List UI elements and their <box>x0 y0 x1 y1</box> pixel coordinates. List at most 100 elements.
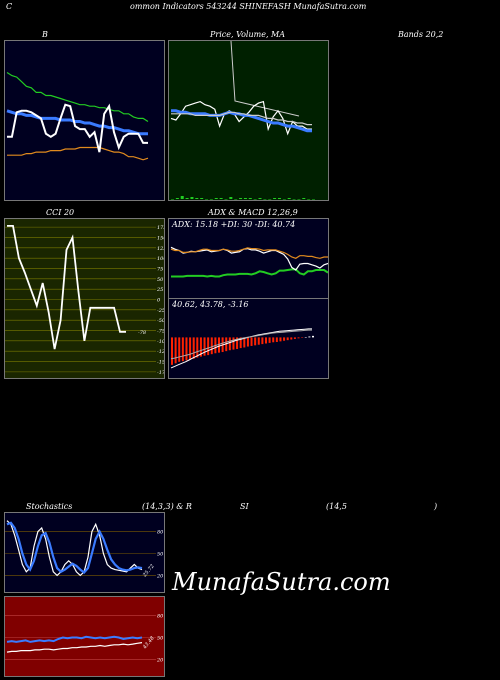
rsi-series-mfi <box>6 635 143 643</box>
header-title-left: C <box>6 2 13 11</box>
macd-histogram-bar <box>210 337 213 355</box>
volume-bar <box>243 198 247 199</box>
volume-bar <box>282 199 286 200</box>
stoch-panel: 80 50 20 25.72 <box>4 512 165 593</box>
rsi-panel: 80 50 20 43.48 <box>4 596 165 677</box>
rsi-tick-label: 80 <box>157 614 164 620</box>
cci-tick-label: -150 <box>157 360 165 366</box>
macd-histogram-bar <box>236 337 239 349</box>
macd-histogram-bar <box>250 337 253 346</box>
cci-tick-label: 175 <box>157 225 165 231</box>
cci-tick-label: 150 <box>157 235 165 241</box>
macd-readout: 40.62, 43.78, -3.16 <box>172 300 249 309</box>
macd-histogram-bar <box>243 337 246 348</box>
rsi-tick-label: 20 <box>156 657 164 663</box>
cci-tick-label: 75 <box>157 266 163 272</box>
brand-watermark: MunafaSutra.com <box>172 568 391 596</box>
cci-series-cci <box>7 225 126 350</box>
macd-histogram-bar <box>228 337 231 351</box>
cci-title: CCI 20 <box>46 208 75 217</box>
rsi-params: (14,5 <box>326 502 347 511</box>
bollinger-series-upper <box>6 71 149 123</box>
stoch-last-label: 25.72 <box>141 563 155 579</box>
volume-bar <box>302 198 306 199</box>
volume-bar <box>175 198 179 199</box>
macd-histogram-bar <box>301 337 304 338</box>
macd-histogram-bar <box>275 337 278 342</box>
cci-tick-label: -25 <box>157 308 165 314</box>
macd-histogram-bar <box>257 337 260 345</box>
adx-chart <box>170 246 328 278</box>
cci-tick-label: 25 <box>156 287 163 293</box>
macd-histogram-bar <box>171 337 173 365</box>
volume-bar <box>171 199 174 200</box>
stoch-tick-label: 20 <box>156 573 164 579</box>
volume-bar <box>224 199 228 200</box>
volume-bar <box>214 198 218 199</box>
price-spike-line <box>230 41 300 117</box>
macd-histogram-bar <box>207 337 210 356</box>
adx-series-minus_di <box>170 246 328 271</box>
price-series-ma_long <box>171 111 312 126</box>
macd-histogram-bar <box>308 336 311 338</box>
rsi-paren: ) <box>434 502 438 511</box>
volume-bar <box>273 198 277 199</box>
volume-bar <box>263 199 267 200</box>
adx-series-plus_di <box>171 268 328 278</box>
cci-tick-label: -125 <box>157 349 165 355</box>
volume-bar <box>258 198 262 199</box>
bb-title: B <box>42 30 48 39</box>
volume-bar <box>287 198 291 199</box>
stoch-title: Stochastics <box>26 502 73 511</box>
adx-title: ADX & MACD 12,26,9 <box>208 208 298 217</box>
cci-tick-label: -50 <box>157 318 165 324</box>
macd-histogram-bar <box>218 337 220 353</box>
macd-histogram-bar <box>283 337 286 341</box>
macd-histogram-bar <box>261 337 264 345</box>
cci-tick-label: 0 <box>157 298 161 304</box>
bollinger-series-price <box>7 103 148 153</box>
macd-histogram-bar <box>174 337 177 364</box>
macd-histogram-bar <box>199 337 202 357</box>
macd-histogram-bar <box>178 337 181 362</box>
adx-readout: ADX: 15.18 +DI: 30 -DI: 40.74 <box>172 220 296 229</box>
volume-bar <box>185 198 189 199</box>
rsi-tick-label: 50 <box>157 636 164 642</box>
cci-tick-label: -175 <box>157 370 165 376</box>
volume-bar <box>180 196 184 199</box>
volume-bar <box>268 199 272 200</box>
cci-last-label: -78 <box>138 330 146 336</box>
volume-bar <box>292 199 296 200</box>
volume-bar <box>253 199 257 200</box>
rsi-title: SI <box>240 502 249 511</box>
cci-tick-label: -100 <box>157 339 165 345</box>
price-series-price <box>170 100 312 136</box>
macd-histogram-bar <box>203 337 206 356</box>
volume-bar <box>307 199 311 200</box>
bollinger-series-lower <box>7 146 149 161</box>
macd-histogram-bar <box>254 337 257 346</box>
macd-series-macd <box>170 328 312 369</box>
macd-panel: 40.62, 43.78, -3.16 <box>168 298 329 379</box>
volume-bar <box>195 198 199 199</box>
volume-bar <box>297 199 301 200</box>
macd-series-signal <box>170 329 312 360</box>
price-series-ma_short <box>171 109 312 133</box>
stoch-tick-label: 80 <box>157 530 164 536</box>
adx-panel: ADX: 15.18 +DI: 30 -DI: 40.74 <box>168 218 329 299</box>
stoch-tick-label: 50 <box>157 552 164 558</box>
macd-histogram-bar <box>293 337 296 339</box>
volume-bar <box>312 199 315 200</box>
macd-histogram-bar <box>290 337 293 340</box>
cci-tick-label: -75 <box>157 329 165 335</box>
price-panel <box>168 40 329 201</box>
volume-bar <box>200 198 204 199</box>
bollinger-panel <box>4 40 165 201</box>
bollinger-chart <box>6 71 149 161</box>
rsi-series-rsi <box>6 642 143 653</box>
cci-chart: 175 150 125 100 75 50 25 0 -25 -50 -75 -100 -125 -150… <box>5 225 165 376</box>
cci-panel: 175 150 125 100 75 50 25 0 -25 -50 -75 -100 -125 -150… <box>4 218 165 379</box>
macd-histogram-bar <box>185 337 188 361</box>
volume-bar <box>229 197 233 199</box>
